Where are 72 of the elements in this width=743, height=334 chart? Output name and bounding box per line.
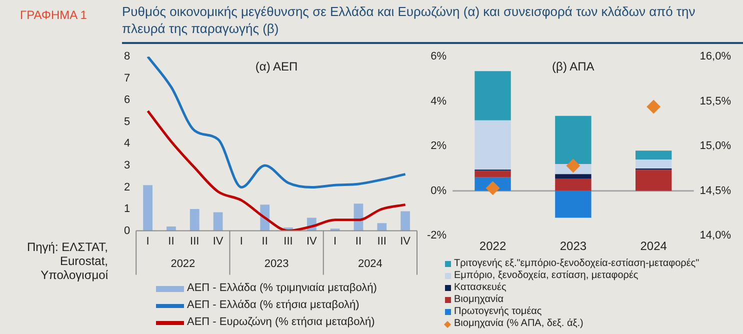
x-tick-label: I [240,235,243,248]
x-tick-label: III [190,235,200,248]
x-tick-label: II [168,235,174,248]
y-tick-label: 5 [124,116,130,128]
y-tick-label: 3 [124,160,130,172]
y2-tick-label: 16,0% [700,50,732,63]
x-tick-label: I [146,235,150,248]
y2-tick-label: 14,5% [700,184,732,197]
legend-label: Πρωτογενής τομέας [454,306,542,318]
y-tick-label: 0% [430,184,447,197]
line-series [146,110,407,231]
text: 2024 [358,258,382,270]
x-tick-label: II [262,235,268,248]
x-tick-label: II [355,235,362,248]
legend-label: Τριτογενής εξ."εμπόριο-ξενοδοχεία-εστίαση-μεταφορές" [454,258,700,270]
point [486,181,500,196]
x-tick-label: III [377,235,386,248]
bar [636,150,672,160]
bar [213,212,223,231]
bar [474,120,511,170]
x-tick-label: I [334,235,337,248]
bar [636,170,672,191]
legend-label: ΑΕΠ - Ελλάδα (% ετήσια μεταβολή) [187,298,360,313]
bar [377,223,387,231]
legend-label: ΑΕΠ - Ευρωζώνη (% ετήσια μεταβολή) [187,315,375,330]
line-series [146,56,407,188]
bar [400,211,410,231]
y2-tick-label: 15,5% [700,95,732,108]
y-tick-label: 2% [430,140,447,152]
chart-subtitle: (α) ΑΕΠ [255,60,298,74]
legend-label: Βιομηχανία [454,294,504,306]
bar [636,160,672,168]
x-tick-label: III [284,235,293,248]
y-tick-label: 8 [124,50,130,63]
text: 2022 [170,258,196,270]
x-tick-label: 2023 [560,239,587,254]
legend-label: Βιομηχανία (% ΑΠΑ, δεξ. άξ.) [454,318,584,330]
y-tick-label: 7 [124,72,130,84]
text: 2023 [264,258,289,270]
y-tick-label: 6% [430,50,447,63]
x-tick-label: IV [400,235,412,248]
chart-title: Ρυθμός οικονομικής μεγέθυνσης σε Ελλάδα και Ευρωζώνη (α) και συνεισφορά των κλάδων από την πλευρά της παραγωγής (β) [122,3,696,37]
bar [555,116,592,164]
y-tick-label: 6 [124,94,130,106]
y2-tick-label: 15,0% [700,140,732,152]
y-tick-label: 2 [124,181,130,194]
x-tick-label: IV [212,235,224,248]
point [646,100,661,114]
x-tick-label: 2022 [479,239,506,254]
chart-title: (β) ΑΠΑ [552,60,594,74]
bar [474,170,511,178]
y-tick-label: -2% [427,230,447,242]
y-tick-label: 4% [430,95,447,108]
x-tick-label: IV [306,235,318,248]
y-tick-label: 1 [124,203,130,216]
y-tick-label: 0 [124,224,130,237]
bar [555,174,592,179]
legend-label: ΑΕΠ - Ελλάδα (% τριμηνιαία μεταβολή) [187,281,377,296]
bar [474,71,511,120]
y-tick-label: 4 [124,138,130,150]
bar [190,209,200,231]
bar [143,185,153,231]
y2-tick-label: 14,0% [700,230,732,242]
x-tick-label: 2024 [640,239,668,254]
legend-label: Κατασκευές [454,282,506,294]
text: Πηγή: ΕΛΣΤΑΤ, Eurostat, Υπολογισμοί [26,240,108,282]
bar [166,226,176,231]
legend-label: Εμπόριο, ξενοδοχεία, εστίαση, μεταφορές [454,270,638,282]
text: ΓΡΑΦΗΜΑ 1 [20,8,87,22]
bar [555,178,592,191]
point [566,158,580,173]
bar [555,190,592,218]
